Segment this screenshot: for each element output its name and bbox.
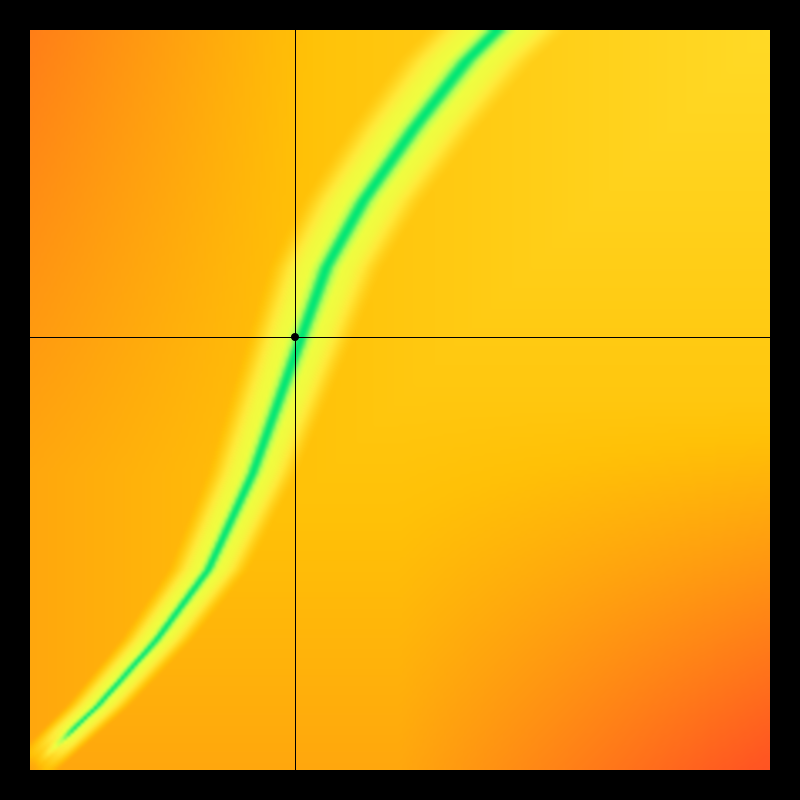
- plot-area: [30, 30, 770, 770]
- crosshair-marker-dot: [291, 333, 299, 341]
- heatmap-canvas: [30, 30, 770, 770]
- crosshair-vertical: [295, 30, 296, 770]
- watermark-label: TheBottleneck.com: [577, 4, 780, 30]
- chart-root: TheBottleneck.com: [0, 0, 800, 800]
- crosshair-horizontal: [30, 337, 770, 338]
